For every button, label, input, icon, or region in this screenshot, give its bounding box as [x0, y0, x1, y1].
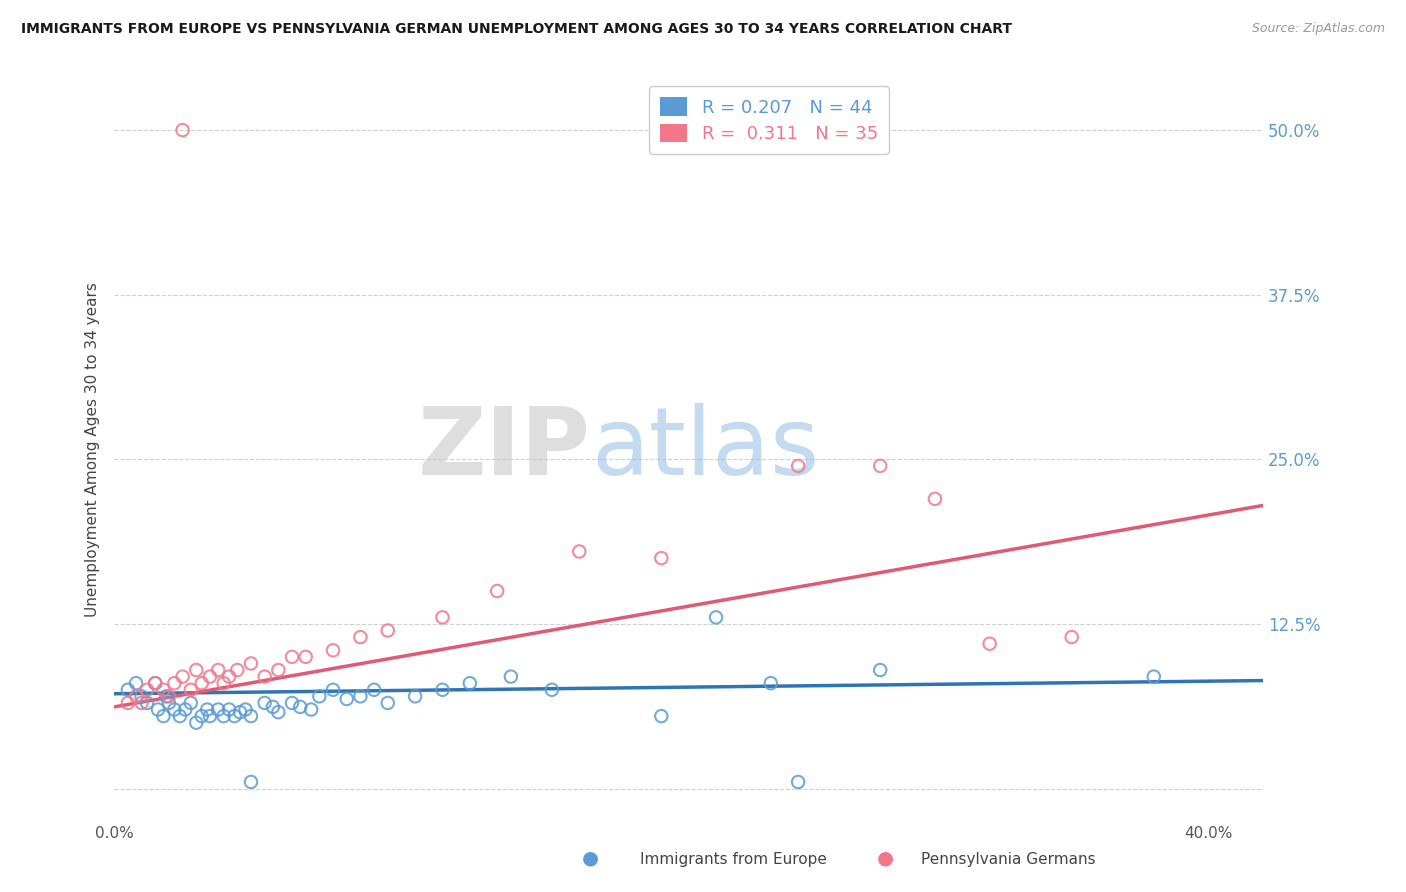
Point	[180, 682, 202, 697]
Text: IMMIGRANTS FROM EUROPE VS PENNSYLVANIA GERMAN UNEMPLOYMENT AMONG AGES 30 TO 34 Y: IMMIGRANTS FROM EUROPE VS PENNSYLVANIA G…	[21, 22, 1012, 37]
Point	[146, 702, 169, 716]
Point	[143, 676, 166, 690]
Point	[541, 682, 564, 697]
Point	[787, 775, 810, 789]
Point	[157, 696, 180, 710]
Y-axis label: Unemployment Among Ages 30 to 34 years: Unemployment Among Ages 30 to 34 years	[86, 282, 100, 617]
Point	[650, 551, 672, 566]
Point	[432, 610, 454, 624]
Point	[1060, 630, 1083, 644]
Point	[226, 663, 249, 677]
Point	[117, 696, 139, 710]
Point	[299, 702, 322, 716]
Point	[169, 709, 191, 723]
Point	[195, 702, 218, 716]
Text: ZIP: ZIP	[418, 403, 591, 495]
Point	[499, 670, 522, 684]
Text: atlas: atlas	[591, 403, 820, 495]
Point	[240, 775, 263, 789]
Point	[322, 682, 344, 697]
Point	[218, 702, 240, 716]
Text: Immigrants from Europe: Immigrants from Europe	[640, 852, 827, 867]
Point	[190, 676, 212, 690]
Point	[281, 696, 304, 710]
Point	[224, 709, 246, 723]
Point	[308, 690, 330, 704]
Point	[212, 676, 235, 690]
Point	[152, 709, 174, 723]
Point	[486, 584, 509, 599]
Point	[336, 692, 359, 706]
Point	[218, 670, 240, 684]
Point	[377, 624, 399, 638]
Point	[198, 670, 221, 684]
Point	[172, 670, 194, 684]
Point	[253, 696, 276, 710]
Point	[377, 696, 399, 710]
Point	[152, 682, 174, 697]
Point	[186, 663, 208, 677]
Point	[186, 715, 208, 730]
Point	[117, 682, 139, 697]
Point	[787, 458, 810, 473]
Text: ●: ●	[582, 848, 599, 867]
Point	[207, 663, 229, 677]
Point	[253, 670, 276, 684]
Point	[979, 637, 1001, 651]
Point	[349, 630, 371, 644]
Point	[143, 676, 166, 690]
Point	[207, 702, 229, 716]
Text: Source: ZipAtlas.com: Source: ZipAtlas.com	[1251, 22, 1385, 36]
Point	[136, 682, 159, 697]
Point	[155, 690, 177, 704]
Point	[198, 709, 221, 723]
Point	[163, 702, 186, 716]
Point	[294, 649, 316, 664]
Point	[458, 676, 481, 690]
Point	[229, 705, 252, 719]
Point	[281, 649, 304, 664]
Point	[322, 643, 344, 657]
Point	[924, 491, 946, 506]
Point	[212, 709, 235, 723]
Point	[131, 696, 153, 710]
Point	[704, 610, 727, 624]
Point	[190, 709, 212, 723]
Point	[131, 690, 153, 704]
Point	[869, 458, 891, 473]
Point	[404, 690, 426, 704]
Point	[136, 696, 159, 710]
Point	[180, 696, 202, 710]
Point	[568, 544, 591, 558]
Point	[432, 682, 454, 697]
Point	[125, 676, 148, 690]
Text: ●: ●	[877, 848, 894, 867]
Point	[267, 663, 290, 677]
Point	[163, 676, 186, 690]
Point	[650, 709, 672, 723]
Text: Pennsylvania Germans: Pennsylvania Germans	[921, 852, 1095, 867]
Point	[1143, 670, 1166, 684]
Point	[262, 699, 284, 714]
Point	[267, 705, 290, 719]
Point	[759, 676, 782, 690]
Point	[235, 702, 257, 716]
Point	[157, 690, 180, 704]
Point	[363, 682, 385, 697]
Point	[240, 657, 263, 671]
Point	[240, 709, 263, 723]
Point	[172, 123, 194, 137]
Point	[290, 699, 312, 714]
Point	[174, 702, 197, 716]
Legend: R = 0.207   N = 44, R =  0.311   N = 35: R = 0.207 N = 44, R = 0.311 N = 35	[650, 87, 889, 154]
Point	[125, 690, 148, 704]
Point	[869, 663, 891, 677]
Point	[349, 690, 371, 704]
